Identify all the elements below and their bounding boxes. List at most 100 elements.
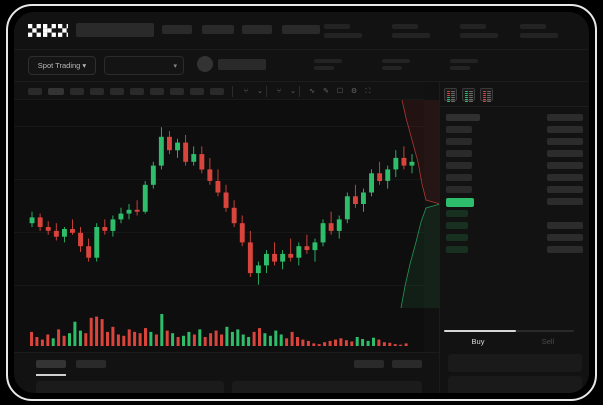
okx-logo-svg bbox=[28, 24, 68, 37]
bottom-panel bbox=[14, 352, 439, 393]
orderbook-row-2-price[interactable] bbox=[446, 138, 472, 145]
orderbook-row-6-size bbox=[547, 186, 583, 193]
search-input[interactable] bbox=[76, 23, 154, 37]
nav-link-4[interactable] bbox=[282, 25, 320, 34]
okx-logo-icon[interactable] bbox=[28, 24, 68, 37]
toolbar-interval-chip-8[interactable] bbox=[170, 88, 184, 95]
chart-toolbar: ⑂ ⌄ ⑂ ⌄ ∿ ✎ ☐ ⚙ ⛶ bbox=[14, 82, 424, 100]
toolbar-interval-chip-1[interactable] bbox=[28, 88, 42, 95]
header-stat-1 bbox=[324, 24, 362, 38]
subbar-stat-2 bbox=[382, 59, 410, 70]
orderbook-row-3-price[interactable] bbox=[446, 150, 472, 157]
subbar-stat-3 bbox=[450, 59, 478, 70]
header-stat-1-value bbox=[324, 33, 362, 38]
chart-gridline bbox=[14, 179, 424, 180]
orderbook-row-10-price[interactable] bbox=[446, 234, 468, 241]
orderbook-row-7-price[interactable] bbox=[446, 198, 474, 207]
header-stat-4-label bbox=[520, 24, 546, 29]
spot-trading-dropdown[interactable]: Spot Trading ▾ bbox=[28, 56, 96, 75]
price-chart[interactable] bbox=[14, 100, 424, 308]
toolbar-interval-chip-5[interactable] bbox=[110, 88, 124, 95]
toolbar-interval-chip-9[interactable] bbox=[190, 88, 204, 95]
orderbook-row-7-size bbox=[547, 198, 583, 205]
orderbook-mode-both-icon[interactable] bbox=[444, 88, 457, 102]
bottom-action-1[interactable] bbox=[354, 360, 384, 368]
spot-trading-label: Spot Trading bbox=[37, 61, 81, 70]
order-form-field-2[interactable] bbox=[448, 376, 582, 393]
orderbook-row-1-price[interactable] bbox=[446, 126, 472, 133]
subbar-stat-1-line2 bbox=[314, 66, 334, 70]
nav-link-1[interactable] bbox=[162, 25, 192, 34]
orderbook-mode-switcher bbox=[444, 88, 493, 102]
compare-chevron-icon[interactable]: ⌄ bbox=[290, 88, 296, 95]
subbar-stat-1 bbox=[314, 59, 342, 70]
orderbook-mode-buy-icon[interactable] bbox=[462, 88, 475, 102]
orderbook-row-4-price[interactable] bbox=[446, 162, 472, 169]
compare-icon[interactable]: ⑂ bbox=[276, 88, 282, 95]
indicators-icon[interactable]: ⑂ bbox=[243, 88, 249, 95]
tab-buy[interactable]: Buy bbox=[471, 337, 485, 346]
toolbar-interval-chip-2[interactable] bbox=[48, 88, 64, 95]
toolbar-separator bbox=[232, 86, 233, 97]
orderbook-divider bbox=[440, 106, 589, 107]
header-stat-4-value bbox=[520, 33, 558, 38]
nav-link-3[interactable] bbox=[242, 25, 272, 34]
toolbar-interval-chip-10[interactable] bbox=[210, 88, 224, 95]
orderbook-row-10-size bbox=[547, 234, 583, 241]
chevron-down-icon: ▾ bbox=[82, 61, 87, 70]
camera-snapshot-icon[interactable]: ☐ bbox=[336, 88, 344, 95]
header-stat-3 bbox=[460, 24, 498, 38]
orderbook-row-9-size bbox=[547, 222, 583, 229]
bottom-info-panel-2 bbox=[232, 381, 422, 393]
candlestick-series bbox=[29, 127, 415, 285]
orderbook-row-8-price[interactable] bbox=[446, 210, 468, 217]
avatar[interactable] bbox=[197, 56, 213, 72]
toolbar-separator bbox=[299, 86, 300, 97]
chart-settings-icon[interactable]: ⚙ bbox=[350, 88, 358, 95]
orderbook-header-row-size bbox=[547, 114, 583, 121]
subbar-stat-2-line2 bbox=[382, 66, 402, 70]
orderbook-ratio-track bbox=[444, 330, 574, 332]
tab-sell[interactable]: Sell bbox=[541, 337, 555, 346]
bottom-info-panel-1 bbox=[36, 381, 224, 393]
pencil-draw-icon[interactable]: ✎ bbox=[323, 88, 329, 95]
header-stat-1-label bbox=[324, 24, 350, 29]
orderbook-row-2-size bbox=[547, 138, 583, 145]
subbar-stat-3-line2 bbox=[450, 66, 470, 70]
volume-histogram bbox=[14, 308, 424, 352]
orderbook-header-row-price[interactable] bbox=[446, 114, 480, 121]
orderbook-row-5-size bbox=[547, 174, 583, 181]
bottom-tab-1[interactable] bbox=[36, 360, 66, 368]
device-frame: Spot Trading ▾ ▾ ⑂ ⌄ ⑂ ⌄ ∿ ✎ ☐ ⚙ ⛶ bbox=[6, 4, 597, 401]
fullscreen-icon[interactable]: ⛶ bbox=[365, 88, 371, 95]
header-stat-2 bbox=[392, 24, 430, 38]
toolbar-interval-chip-4[interactable] bbox=[90, 88, 104, 95]
toolbar-interval-chip-7[interactable] bbox=[150, 88, 164, 95]
order-form-field-1[interactable] bbox=[448, 354, 582, 372]
orderbook-row-11-price[interactable] bbox=[446, 246, 468, 253]
subbar-stat-2-line1 bbox=[382, 59, 410, 63]
chart-gridline bbox=[14, 285, 424, 286]
orderbook-mode-sell-icon[interactable] bbox=[480, 88, 493, 102]
orderbook-row-5-price[interactable] bbox=[446, 174, 472, 181]
bottom-tab-2[interactable] bbox=[76, 360, 106, 368]
toolbar-interval-chip-3[interactable] bbox=[70, 88, 84, 95]
subbar-stat-3-line1 bbox=[450, 59, 478, 63]
buy-sell-tabs: Buy Sell bbox=[440, 330, 589, 352]
orderbook-panel: Buy Sell bbox=[439, 82, 589, 393]
orderbook-row-6-price[interactable] bbox=[446, 186, 472, 193]
bottom-tab-active-indicator bbox=[36, 374, 66, 376]
toolbar-interval-chip-6[interactable] bbox=[130, 88, 144, 95]
orderbook-row-9-price[interactable] bbox=[446, 222, 468, 229]
chevron-down-icon: ▾ bbox=[173, 63, 177, 70]
header-stat-3-label bbox=[460, 24, 486, 29]
header-stat-4 bbox=[520, 24, 558, 38]
line-style-icon[interactable]: ∿ bbox=[309, 88, 315, 95]
nav-link-2[interactable] bbox=[202, 25, 234, 34]
app-screen: Spot Trading ▾ ▾ ⑂ ⌄ ⑂ ⌄ ∿ ✎ ☐ ⚙ ⛶ bbox=[14, 12, 589, 393]
orderbook-row-3-size bbox=[547, 150, 583, 157]
indicators-chevron-icon[interactable]: ⌄ bbox=[257, 88, 263, 95]
pair-select-dropdown[interactable]: ▾ bbox=[104, 56, 184, 75]
bottom-action-2[interactable] bbox=[392, 360, 422, 368]
header-stat-2-label bbox=[392, 24, 418, 29]
